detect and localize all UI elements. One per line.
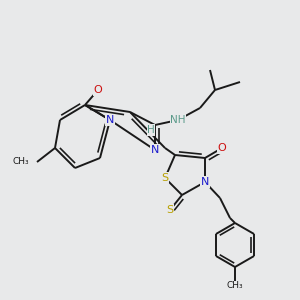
Text: O: O	[94, 85, 102, 95]
Text: CH₃: CH₃	[227, 281, 243, 290]
Text: S: S	[167, 205, 174, 215]
Text: S: S	[161, 173, 169, 183]
Text: N: N	[201, 177, 209, 187]
Text: NH: NH	[170, 115, 186, 125]
Text: CH₃: CH₃	[12, 158, 29, 166]
Text: O: O	[218, 143, 226, 153]
Text: H: H	[147, 125, 155, 135]
Text: N: N	[106, 115, 114, 125]
Text: N: N	[151, 145, 159, 155]
